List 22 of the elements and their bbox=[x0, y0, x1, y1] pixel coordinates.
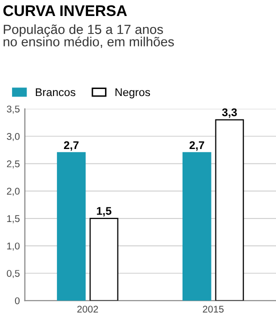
y-tick-label: 3,5 bbox=[6, 106, 20, 114]
y-tick-label: 1,0 bbox=[7, 242, 20, 251]
bar bbox=[182, 152, 212, 301]
x-tick-label: 2015 bbox=[202, 306, 224, 313]
legend-label: Negros bbox=[116, 88, 150, 98]
bar bbox=[215, 119, 244, 301]
y-tick-label: 0,5 bbox=[6, 270, 20, 278]
chart-title: CURVA INVERSA bbox=[3, 5, 127, 16]
data-label: 1,5 bbox=[96, 207, 112, 216]
y-tick-label: 3,0 bbox=[6, 133, 20, 142]
legend-label: Brancos bbox=[36, 88, 76, 96]
data-label: 2,7 bbox=[64, 141, 79, 151]
chart-subtitle: População de 15 a 17 anos no ensino médio, em milhões bbox=[4, 24, 174, 48]
bar bbox=[90, 218, 118, 301]
y-tick-label: 2,0 bbox=[6, 188, 20, 196]
data-label: 2,7 bbox=[190, 141, 204, 151]
data-label: 3,3 bbox=[222, 108, 237, 118]
x-tick-label: 2002 bbox=[77, 306, 98, 313]
y-tick-label: 1,5 bbox=[7, 215, 20, 224]
bar bbox=[56, 152, 86, 301]
y-tick-label: 2,5 bbox=[6, 160, 20, 168]
y-tick-label: 0 bbox=[14, 297, 20, 304]
